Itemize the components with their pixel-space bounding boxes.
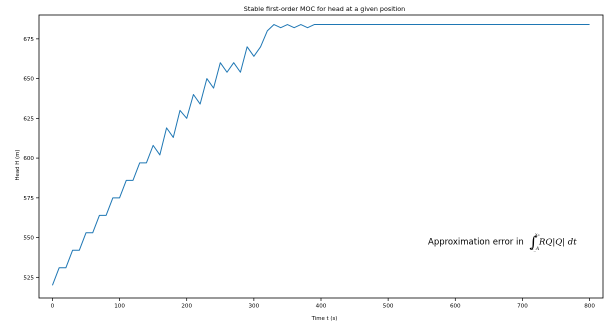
x-axis-label: Time t (s) <box>311 316 338 322</box>
x-tick-label: 400 <box>316 304 327 310</box>
annotation-upper-limit: xₚ <box>535 233 540 238</box>
x-tick-label: 200 <box>181 304 192 310</box>
annotation-lower-limit: x_A <box>531 246 540 252</box>
x-tick-label: 800 <box>584 304 595 310</box>
y-tick-label: 650 <box>23 77 34 83</box>
y-tick-label: 600 <box>23 156 34 162</box>
annotation-integral-sign: ∫ <box>530 233 538 251</box>
y-tick-label: 550 <box>23 236 34 242</box>
y-axis-ticks: 525 550 575 600 625 650 675 <box>23 37 39 281</box>
y-tick-label: 525 <box>23 275 34 281</box>
y-tick-label: 675 <box>23 37 34 43</box>
approximation-error-annotation: Approximation error in ∫ xₚ x_A RQ|Q| dt <box>428 233 577 252</box>
x-tick-label: 500 <box>383 304 394 310</box>
chart-title: Stable first-order MOC for head at a giv… <box>244 5 405 13</box>
x-tick-label: 300 <box>249 304 260 310</box>
y-tick-label: 575 <box>23 196 34 202</box>
annotation-integrand: RQ|Q| dt <box>538 238 577 248</box>
head-series-line <box>51 24 590 286</box>
x-tick-label: 600 <box>450 304 461 310</box>
x-axis-ticks: 0 100 200 300 400 500 600 700 800 <box>51 298 595 310</box>
x-tick-label: 700 <box>517 304 528 310</box>
annotation-prefix: Approximation error in <box>428 238 526 248</box>
plot-area: 0 100 200 300 400 500 600 700 800 525 550 575 600 62… <box>23 14 604 310</box>
y-tick-label: 625 <box>23 116 34 122</box>
x-tick-label: 0 <box>51 304 55 310</box>
x-tick-label: 100 <box>114 304 125 310</box>
y-axis-label: Head H (m) <box>15 149 21 180</box>
